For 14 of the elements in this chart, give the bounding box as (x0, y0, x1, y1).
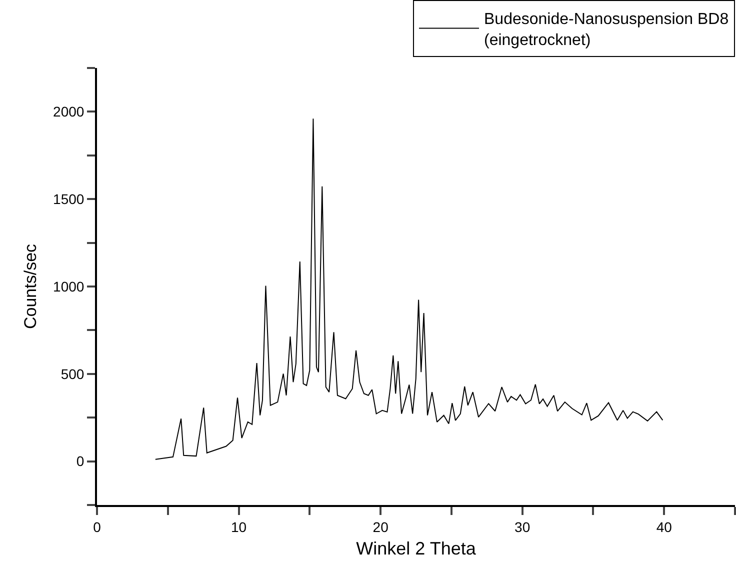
x-tick-label: 20 (372, 518, 389, 535)
y-axis-title: Counts/sec (21, 243, 40, 330)
x-axis-title: Winkel 2 Theta (356, 538, 477, 558)
x-tick-label: 40 (656, 518, 672, 535)
y-tick-label: 0 (76, 453, 84, 470)
y-tick-label: 500 (60, 366, 84, 382)
x-tick-label: 0 (93, 518, 102, 535)
x-tick-label: 10 (230, 518, 247, 535)
x-tick-label: 30 (514, 518, 530, 535)
line-series (154, 118, 664, 460)
y-tick-label: 2000 (53, 104, 84, 120)
y-tick-label: 1500 (53, 191, 84, 207)
y-tick-label: 1000 (53, 278, 84, 294)
legend-label: Budesonide-Nanosuspension BD8 (eingetrocknet) (484, 11, 729, 49)
